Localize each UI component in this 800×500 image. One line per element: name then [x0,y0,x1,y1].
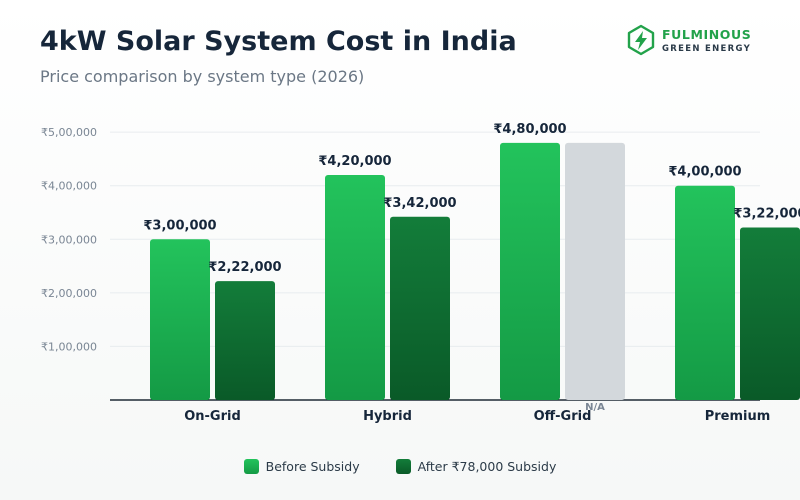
x-tick-label: Premium [705,409,771,424]
legend-label-after: After ₹78,000 Subsidy [417,459,557,474]
na-label: N/A [585,402,605,413]
data-label: ₹2,22,000 [208,260,281,275]
lightning-hexagon-icon [627,24,655,56]
legend-item-after: After ₹78,000 Subsidy [395,459,557,474]
y-tick-label: ₹3,00,000 [41,233,97,246]
x-tick-label: On-Grid [184,409,241,424]
y-tick-label: ₹1,00,000 [41,340,97,353]
y-tick-label: ₹2,00,000 [41,287,97,300]
chart-legend: Before Subsidy After ₹78,000 Subsidy [0,459,800,474]
y-tick-label: ₹5,00,000 [41,126,97,139]
data-label: ₹3,22,000 [733,207,800,222]
legend-label-before: Before Subsidy [265,459,360,474]
data-label: ₹4,00,000 [668,165,741,180]
y-tick-label: ₹4,00,000 [41,180,97,193]
legend-item-before: Before Subsidy [243,459,360,474]
data-label: ₹3,42,000 [383,196,456,211]
data-label: ₹4,20,000 [318,154,391,169]
brand-name: FULMINOUS [662,26,752,42]
chart-title: 4kW Solar System Cost in India [40,26,517,57]
bar [675,185,735,400]
legend-swatch-before [243,459,259,474]
brand-tagline: GREEN ENERGY [662,43,752,54]
bar-na [565,142,625,400]
bar [390,216,450,400]
bar [740,227,800,400]
legend-swatch-after [395,459,411,474]
data-label: ₹4,80,000 [493,122,566,137]
brand-logo: FULMINOUS GREEN ENERGY [626,24,751,56]
bar [325,175,385,400]
chart-subtitle: Price comparison by system type (2026) [40,67,365,86]
x-tick-label: Hybrid [363,409,412,424]
x-tick-label: Off-Grid [534,409,592,424]
bar [215,281,275,400]
bar [500,142,560,400]
data-label: ₹3,00,000 [143,218,216,233]
bar [150,239,210,400]
